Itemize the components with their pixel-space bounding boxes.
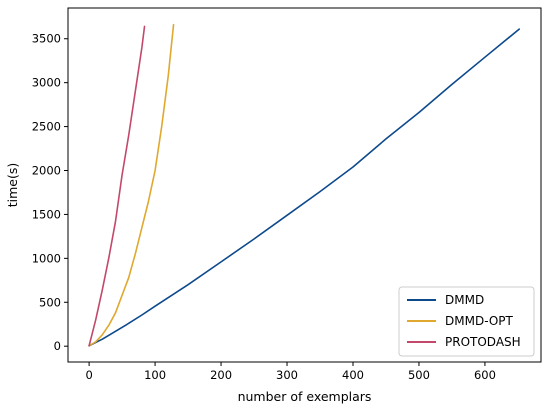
- series-line-dmmd: [88, 28, 521, 347]
- y-tick-label: 3000: [32, 76, 61, 90]
- legend-label-protodash: PROTODASH: [445, 335, 521, 349]
- y-axis: 0 500 1000 1500 2000 2500 3000 3500: [32, 32, 68, 353]
- series-layer: [88, 23, 521, 347]
- legend-box: [398, 286, 535, 357]
- y-tick-label: 1000: [32, 251, 61, 265]
- legend: DMMD DMMD-OPT PROTODASH: [398, 286, 535, 357]
- x-tick-label: 100: [144, 368, 166, 382]
- series-line-protodash: [88, 25, 146, 347]
- y-tick-label: 0: [54, 339, 61, 353]
- x-tick-label: 600: [474, 368, 496, 382]
- x-axis-label: number of exemplars: [238, 389, 372, 404]
- y-tick-label: 1500: [32, 207, 61, 221]
- x-axis: 0 100 200 300 400 500 600: [85, 362, 496, 382]
- plot-area: [67, 7, 542, 363]
- y-tick-label: 500: [39, 295, 61, 309]
- y-tick-label: 2500: [32, 120, 61, 134]
- x-tick-label: 300: [276, 368, 298, 382]
- y-axis-label: time(s): [5, 163, 20, 208]
- legend-items: DMMD DMMD-OPT PROTODASH: [407, 293, 521, 349]
- x-tick-label: 400: [342, 368, 364, 382]
- series-line-dmmd-opt: [88, 23, 175, 347]
- y-tick-label: 2000: [32, 164, 61, 178]
- x-tick-label: 0: [85, 368, 92, 382]
- legend-label-dmmd: DMMD: [445, 293, 484, 307]
- x-tick-label: 500: [408, 368, 430, 382]
- legend-label-dmmd-opt: DMMD-OPT: [445, 314, 514, 328]
- x-tick-label: 200: [210, 368, 232, 382]
- y-tick-label: 3500: [32, 32, 61, 46]
